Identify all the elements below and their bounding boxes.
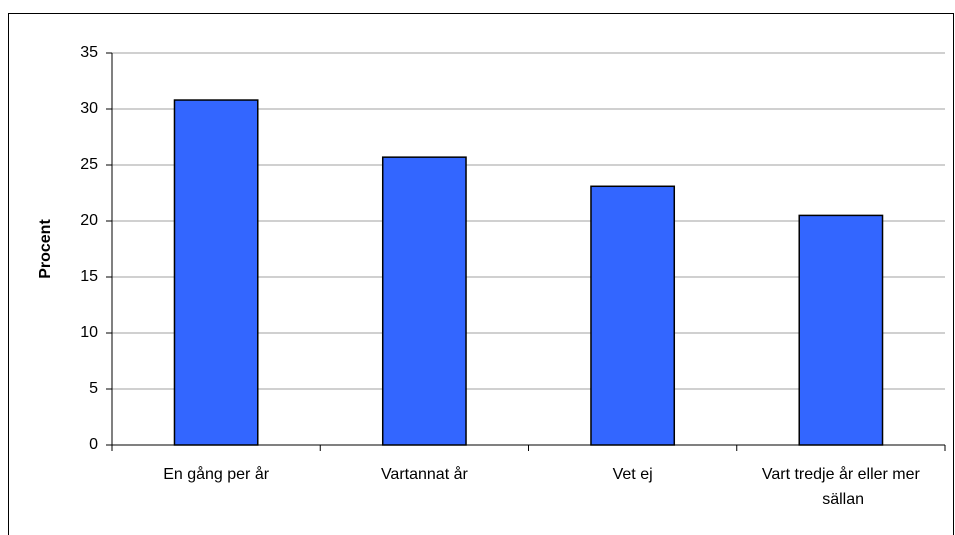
y-tick-label: 35 xyxy=(80,44,98,61)
bar xyxy=(381,156,467,446)
x-tick-label: En gång per år xyxy=(163,465,270,483)
x-tick-label: Vet ej xyxy=(613,466,653,483)
bar xyxy=(590,185,676,446)
y-tick-label: 10 xyxy=(80,324,98,341)
x-tick-label: Vartannat år xyxy=(381,465,469,483)
y-tick-label: 20 xyxy=(80,212,98,229)
bar xyxy=(173,99,259,446)
y-tick-label: 30 xyxy=(80,100,98,117)
y-tick-label: 25 xyxy=(80,156,98,173)
x-tick-label: Vart tredje år eller mer sällan xyxy=(762,465,921,508)
bar xyxy=(798,214,884,446)
y-tick-label: 0 xyxy=(89,436,98,453)
chart-frame xyxy=(8,13,954,535)
y-axis-label: Procent xyxy=(37,219,54,279)
y-tick-label: 15 xyxy=(80,268,98,285)
y-tick-label: 5 xyxy=(89,380,98,397)
